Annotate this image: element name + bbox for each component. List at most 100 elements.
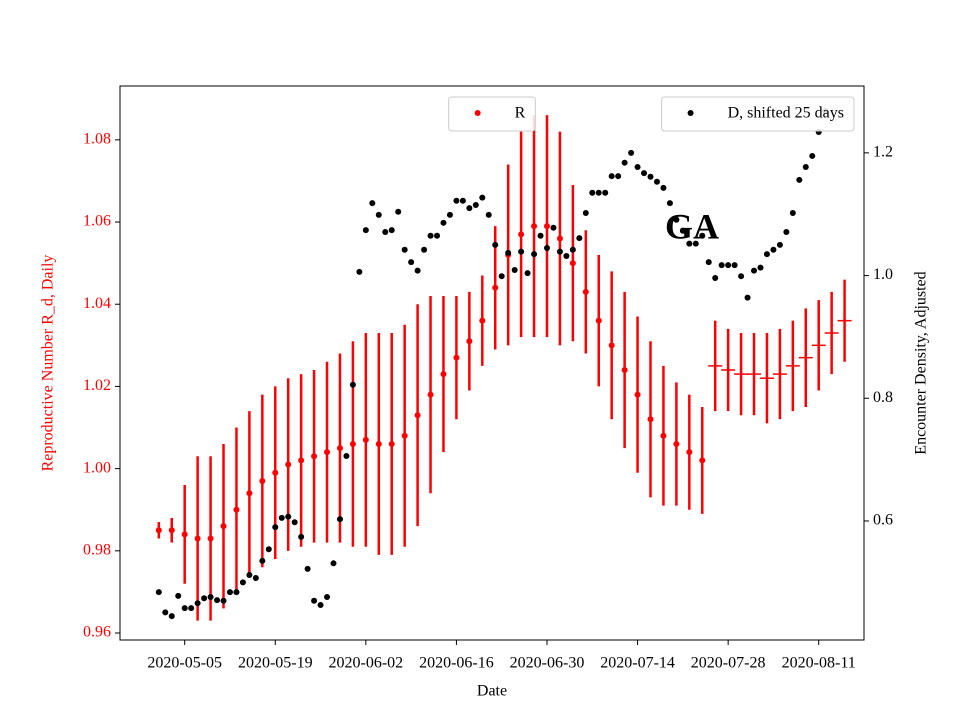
point bbox=[194, 600, 201, 607]
point bbox=[479, 194, 486, 201]
point bbox=[401, 246, 408, 253]
point bbox=[563, 252, 570, 259]
point bbox=[589, 189, 596, 196]
point bbox=[725, 262, 732, 269]
point bbox=[395, 208, 402, 215]
point bbox=[783, 229, 790, 236]
point bbox=[479, 317, 486, 324]
point bbox=[388, 227, 395, 234]
point bbox=[634, 163, 641, 170]
point bbox=[220, 523, 227, 530]
point bbox=[252, 575, 259, 582]
point bbox=[531, 223, 538, 230]
point bbox=[304, 565, 311, 572]
y2-tick-label: 0.8 bbox=[873, 389, 893, 406]
point bbox=[763, 251, 770, 258]
point bbox=[531, 251, 538, 258]
point bbox=[285, 513, 292, 520]
point bbox=[388, 440, 395, 447]
x-tick-label: 2020-08-11 bbox=[782, 655, 856, 672]
point bbox=[621, 159, 628, 166]
x-tick-label: 2020-06-30 bbox=[510, 655, 585, 672]
point bbox=[414, 412, 421, 419]
point bbox=[233, 506, 240, 513]
point bbox=[298, 457, 305, 464]
point bbox=[647, 173, 654, 180]
point bbox=[569, 246, 576, 253]
y2-tick-label: 0.6 bbox=[873, 512, 893, 529]
point bbox=[699, 457, 706, 464]
point bbox=[401, 432, 408, 439]
point bbox=[628, 149, 635, 156]
point bbox=[660, 432, 667, 439]
point bbox=[285, 461, 292, 468]
point bbox=[641, 170, 648, 177]
point bbox=[738, 273, 745, 280]
point bbox=[796, 176, 803, 183]
point bbox=[201, 595, 208, 602]
point bbox=[265, 546, 272, 553]
point bbox=[660, 184, 667, 191]
point bbox=[175, 592, 182, 599]
y-tick-label: 1.02 bbox=[83, 377, 111, 394]
point bbox=[181, 605, 188, 612]
point bbox=[485, 211, 492, 218]
point bbox=[492, 241, 499, 248]
point bbox=[362, 436, 369, 443]
point bbox=[705, 259, 712, 266]
point bbox=[375, 211, 382, 218]
point bbox=[602, 189, 609, 196]
point bbox=[524, 270, 531, 277]
point bbox=[569, 260, 576, 267]
point bbox=[453, 197, 460, 204]
legend-marker bbox=[474, 110, 481, 116]
point bbox=[505, 249, 512, 256]
point bbox=[324, 449, 331, 456]
point bbox=[181, 531, 188, 538]
point bbox=[550, 224, 557, 231]
legend-label: D, shifted 25 days bbox=[728, 105, 844, 122]
point bbox=[362, 227, 369, 234]
point bbox=[647, 416, 654, 423]
x-tick-label: 2020-07-14 bbox=[600, 655, 675, 672]
point bbox=[770, 246, 777, 253]
legend-box bbox=[448, 96, 536, 132]
point bbox=[686, 449, 693, 456]
point bbox=[414, 267, 421, 274]
point bbox=[155, 527, 162, 534]
point bbox=[375, 440, 382, 447]
x-tick-label: 2020-05-19 bbox=[238, 655, 313, 672]
legend-box bbox=[661, 96, 855, 132]
point bbox=[408, 259, 415, 266]
y-tick-label: 1.08 bbox=[83, 131, 111, 148]
point bbox=[311, 453, 318, 460]
point bbox=[556, 248, 563, 255]
point bbox=[155, 589, 162, 596]
point bbox=[259, 557, 266, 564]
x-tick-label: 2020-06-02 bbox=[329, 655, 404, 672]
x-tick-label: 2020-07-28 bbox=[691, 655, 766, 672]
point bbox=[336, 516, 343, 523]
annotation: GA bbox=[665, 206, 719, 246]
legend-marker bbox=[687, 110, 694, 116]
point bbox=[595, 317, 602, 324]
point bbox=[421, 246, 428, 253]
point bbox=[582, 209, 589, 216]
point bbox=[188, 605, 195, 612]
point bbox=[673, 216, 680, 223]
y-tick-label: 0.96 bbox=[83, 624, 111, 641]
point bbox=[440, 371, 447, 378]
point bbox=[492, 284, 499, 291]
legend: R bbox=[448, 96, 536, 132]
point bbox=[194, 535, 201, 542]
point bbox=[718, 262, 725, 269]
point bbox=[757, 264, 764, 271]
point bbox=[751, 267, 758, 274]
legend: D, shifted 25 days bbox=[661, 96, 855, 132]
point bbox=[440, 219, 447, 226]
point bbox=[162, 609, 169, 616]
point bbox=[272, 469, 279, 476]
point bbox=[679, 227, 686, 234]
point bbox=[595, 189, 602, 196]
